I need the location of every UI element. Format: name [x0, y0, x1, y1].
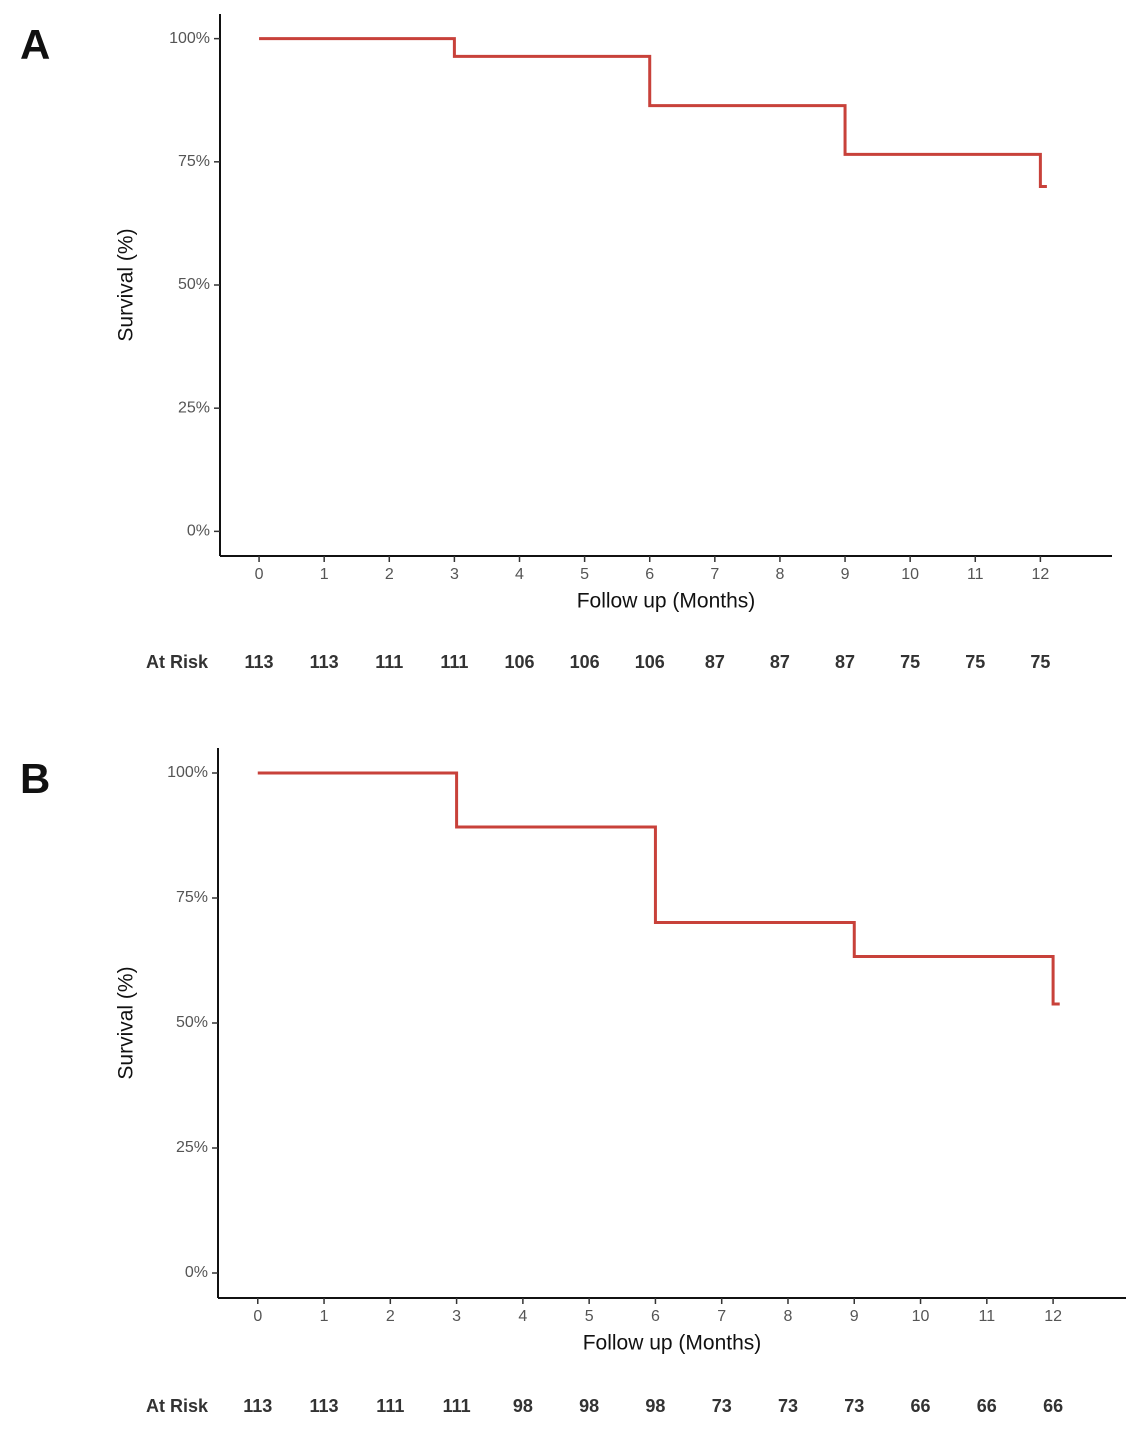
risk-value: 106: [635, 652, 665, 672]
survival-curve: [257, 771, 1060, 1006]
risk-value: 87: [835, 652, 855, 672]
risk-value: 73: [712, 1396, 732, 1416]
y-tick-label: 25%: [176, 1139, 208, 1156]
risk-value: 111: [376, 1396, 404, 1416]
x-tick-label: 3: [452, 1308, 461, 1325]
x-tick-label: 7: [710, 566, 719, 583]
risk-value: 111: [443, 1396, 471, 1416]
risk-value: 113: [243, 1396, 272, 1416]
y-tick-label: 50%: [176, 1014, 208, 1031]
risk-value: 66: [911, 1396, 931, 1416]
x-tick-label: 12: [1044, 1308, 1062, 1325]
risk-label: At Risk: [146, 652, 209, 672]
x-tick-label: 12: [1031, 566, 1049, 583]
risk-value: 98: [645, 1396, 665, 1416]
x-tick-label: 8: [784, 1308, 793, 1325]
panel-label: A: [20, 21, 50, 68]
x-tick-label: 2: [385, 566, 394, 583]
y-tick-label: 50%: [178, 276, 210, 293]
risk-value: 111: [375, 652, 403, 672]
x-tick-label: 2: [386, 1308, 395, 1325]
risk-value: 98: [579, 1396, 599, 1416]
y-tick-label: 100%: [167, 764, 208, 781]
x-tick-label: 3: [450, 566, 459, 583]
y-axis-label: Survival (%): [115, 966, 138, 1079]
x-tick-label: 1: [320, 1308, 329, 1325]
risk-value: 87: [705, 652, 725, 672]
x-tick-label: 7: [717, 1308, 726, 1325]
x-tick-label: 5: [580, 566, 589, 583]
x-axis-label: Follow up (Months): [583, 1332, 762, 1355]
risk-value: 66: [1043, 1396, 1063, 1416]
risk-value: 73: [844, 1396, 864, 1416]
y-axis-label: Survival (%): [115, 228, 138, 341]
y-tick-label: 0%: [187, 523, 210, 540]
x-tick-label: 11: [979, 1308, 996, 1325]
x-tick-label: 6: [651, 1308, 660, 1325]
x-tick-label: 10: [901, 566, 919, 583]
risk-value: 113: [245, 652, 274, 672]
x-tick-label: 0: [255, 566, 264, 583]
x-tick-label: 4: [518, 1308, 527, 1325]
risk-value: 66: [977, 1396, 997, 1416]
risk-value: 98: [513, 1396, 533, 1416]
x-tick-label: 11: [967, 566, 984, 583]
x-tick-label: 5: [585, 1308, 594, 1325]
x-tick-label: 9: [841, 566, 850, 583]
risk-value: 75: [965, 652, 985, 672]
x-tick-label: 9: [850, 1308, 859, 1325]
x-tick-label: 6: [645, 566, 654, 583]
survival-curve: [259, 37, 1047, 188]
risk-label: At Risk: [146, 1396, 209, 1416]
risk-value: 111: [440, 652, 468, 672]
risk-value: 106: [570, 652, 600, 672]
x-tick-label: 10: [912, 1308, 930, 1325]
y-tick-label: 0%: [185, 1264, 208, 1281]
x-tick-label: 8: [775, 566, 784, 583]
risk-value: 75: [1030, 652, 1050, 672]
y-tick-label: 100%: [169, 30, 210, 47]
risk-value: 106: [504, 652, 534, 672]
y-tick-label: 75%: [176, 889, 208, 906]
y-tick-label: 25%: [178, 399, 210, 416]
risk-value: 113: [310, 652, 339, 672]
risk-value: 113: [310, 1396, 339, 1416]
x-tick-label: 4: [515, 566, 524, 583]
risk-value: 87: [770, 652, 790, 672]
y-tick-label: 75%: [178, 153, 210, 170]
x-axis-label: Follow up (Months): [577, 590, 756, 613]
x-tick-label: 0: [253, 1308, 262, 1325]
risk-value: 73: [778, 1396, 798, 1416]
risk-value: 75: [900, 652, 920, 672]
x-tick-label: 1: [320, 566, 329, 583]
panel-label: B: [20, 755, 50, 802]
